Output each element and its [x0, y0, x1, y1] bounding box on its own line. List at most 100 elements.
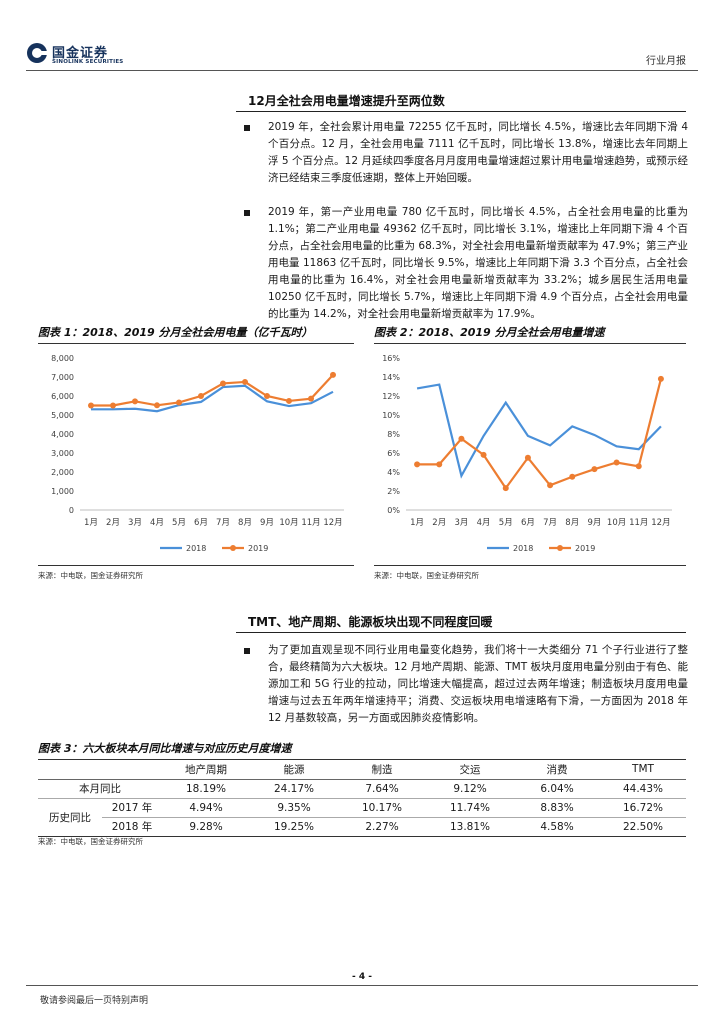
- chart2-x-tick-label: 5月: [499, 518, 513, 528]
- chart1-series-2019-line: [91, 374, 334, 407]
- table-cell: 7.64%: [365, 782, 399, 795]
- row-year-label: 2017 年: [111, 802, 153, 814]
- chart2-series-2019-point: [414, 461, 421, 468]
- chart1-series-2019-point: [286, 397, 292, 404]
- figure2-chart: 0% 2% 4% 6% 8% 10% 12% 14% 16% 1月 2月 3月 4月 5月 6月 7月 8月 9月…: [382, 354, 672, 553]
- table-cell: 24.17%: [273, 782, 315, 795]
- table-cell: 18.19%: [185, 782, 227, 795]
- chart1-y-tick-label: 6,000: [51, 392, 74, 401]
- table-header-row: 地产周期 能源 制造 交运 消费 TMT: [38, 760, 686, 779]
- chart1-x-tick-label: 11月: [301, 518, 320, 528]
- chart2-series-2019-point: [436, 461, 443, 468]
- table-cell: 22.50%: [622, 820, 664, 833]
- table-cell: 16.72%: [622, 801, 664, 814]
- chart2-x-tick-label: 8月: [565, 518, 579, 528]
- figure1-bottom-rule: [38, 565, 354, 566]
- table-cell: 11.74%: [449, 801, 491, 814]
- chart2-x-tick-label: 12月: [651, 518, 670, 528]
- header-divider: [26, 70, 698, 71]
- footer-divider: [26, 985, 698, 986]
- table3-top-rule: [38, 759, 686, 760]
- chart1-series-2019-point: [330, 371, 336, 378]
- table3-caption: 图表 3：六大板块本月同比增速与对应历史月度增速: [38, 742, 292, 755]
- table3-source: 来源：中电联，国金证券研究所: [38, 837, 143, 846]
- chart2-series-2019-point: [591, 466, 598, 473]
- table-col-header: TMT: [632, 763, 654, 776]
- chart2-y-tick-label: 8%: [387, 430, 400, 439]
- chart2-legend-label: 2019: [575, 544, 595, 553]
- table-cell: 6.04%: [540, 782, 574, 795]
- figure2-caption-rule: [374, 343, 686, 344]
- chart1-y-tick-label: 7,000: [51, 373, 74, 382]
- chart1-series-2019-point: [242, 378, 248, 385]
- section1-title-rule: [236, 111, 686, 112]
- table-cell: 9.28%: [189, 820, 223, 833]
- chart1-x-tick-label: 8月: [238, 518, 252, 528]
- chart1-y-tick-label: 1,000: [51, 487, 74, 496]
- chart1-series-2019-point: [308, 395, 314, 402]
- chart1-y-tick-label: 2,000: [51, 468, 74, 477]
- chart1-x-tick-label: 12月: [323, 518, 342, 528]
- chart1-y-tick-label: 5,000: [51, 411, 74, 420]
- row-label: 本月同比: [79, 783, 121, 795]
- table-col-header: 交运: [459, 763, 481, 776]
- logo-text-en: SINOLINK SECURITIES: [52, 59, 124, 65]
- row-year-label: 2018 年: [111, 821, 153, 833]
- chart2-series-2019-point: [657, 375, 664, 382]
- chart1-y-tick-label: 4,000: [51, 430, 74, 439]
- chart1-legend-marker: [230, 545, 236, 551]
- table-cell: 10.17%: [361, 801, 403, 814]
- chart1-y-tick-label: 0: [69, 506, 74, 515]
- bullet-marker: [244, 210, 250, 216]
- table-row: 2018 年 9.28% 19.25% 2.27% 13.81% 4.58% 2…: [38, 817, 686, 836]
- chart1-x-tick-label: 1月: [84, 518, 98, 528]
- table-row: 历史同比 2017 年 4.94% 9.35% 10.17% 11.74% 8.…: [38, 798, 686, 824]
- chart2-y-tick-label: 14%: [382, 373, 400, 382]
- table-cell: 8.83%: [540, 801, 574, 814]
- row-group-label: 历史同比: [49, 811, 91, 824]
- section1-bullet-1: 2019 年，全社会累计用电量 72255 亿千瓦时，同比增长 4.5%，增速比…: [268, 121, 688, 184]
- table-col-header: 能源: [283, 763, 305, 776]
- section2-title: TMT、地产周期、能源板块出现不同程度回暖: [248, 615, 493, 629]
- chart2-x-tick-label: 4月: [477, 518, 491, 528]
- chart2-x-tick-label: 9月: [587, 518, 601, 528]
- chart2-x-tick-label: 7月: [543, 518, 557, 528]
- chart2-y-tick-label: 12%: [382, 392, 400, 401]
- chart1-x-tick-label: 3月: [128, 518, 142, 528]
- chart1-series-2019-point: [220, 380, 226, 387]
- chart2-legend-label: 2018: [513, 544, 533, 553]
- figure1-source: 来源：中电联，国金证券研究所: [38, 571, 143, 580]
- chart2-series-2019-point: [635, 463, 642, 470]
- figure2-source: 来源：中电联，国金证券研究所: [374, 571, 479, 580]
- chart1-x-tick-label: 10月: [279, 518, 298, 528]
- page-number: - 4 -: [352, 972, 372, 982]
- section2-title-rule: [236, 632, 686, 633]
- section1-bullet-2: 2019 年，第一产业用电量 780 亿千瓦时，同比增长 4.5%，占全社会用电…: [268, 206, 688, 320]
- chart2-series-2019-point: [458, 435, 465, 442]
- report-type: 行业月报: [646, 56, 686, 67]
- chart1-series-2019-point: [154, 402, 160, 409]
- chart1-legend-label: 2018: [186, 544, 206, 553]
- chart2-series-2019-point: [502, 485, 509, 492]
- chart1-series-2018-line: [91, 384, 334, 413]
- chart2-legend-marker: [557, 545, 563, 551]
- chart2-series-2019-point: [480, 451, 487, 458]
- chart2-series-2019-point: [569, 473, 576, 480]
- table-row: 本月同比 18.19% 24.17% 7.64% 9.12% 6.04% 44.…: [38, 779, 686, 798]
- logo-text-cn: 国金证券: [52, 46, 109, 61]
- chart2-x-tick-label: 1月: [410, 518, 424, 528]
- chart1-series-2019-point: [132, 398, 138, 405]
- chart2-y-tick-label: 6%: [387, 449, 400, 458]
- table3: 地产周期 能源 制造 交运 消费 TMT 本月同比 18.19% 24.17% …: [38, 760, 686, 837]
- chart1-x-tick-label: 7月: [216, 518, 230, 528]
- figure2-bottom-rule: [374, 565, 686, 566]
- bullet-marker: [244, 125, 250, 131]
- chart1-series-2019-point: [88, 402, 94, 409]
- chart1-series-2019-point: [264, 393, 270, 399]
- figure1-chart: 0 1,000 2,000 3,000 4,000 5,000 6,000 7,000 8,00…: [51, 354, 344, 553]
- table-cell: 4.58%: [540, 820, 574, 833]
- figure2-caption: 图表 2：2018、2019 分月全社会用电量增速: [374, 326, 605, 339]
- chart2-x-tick-label: 6月: [521, 518, 535, 528]
- chart2-series-2019-point: [613, 459, 620, 466]
- footer-disclaimer: 敬请参阅最后一页特别声明: [40, 996, 149, 1006]
